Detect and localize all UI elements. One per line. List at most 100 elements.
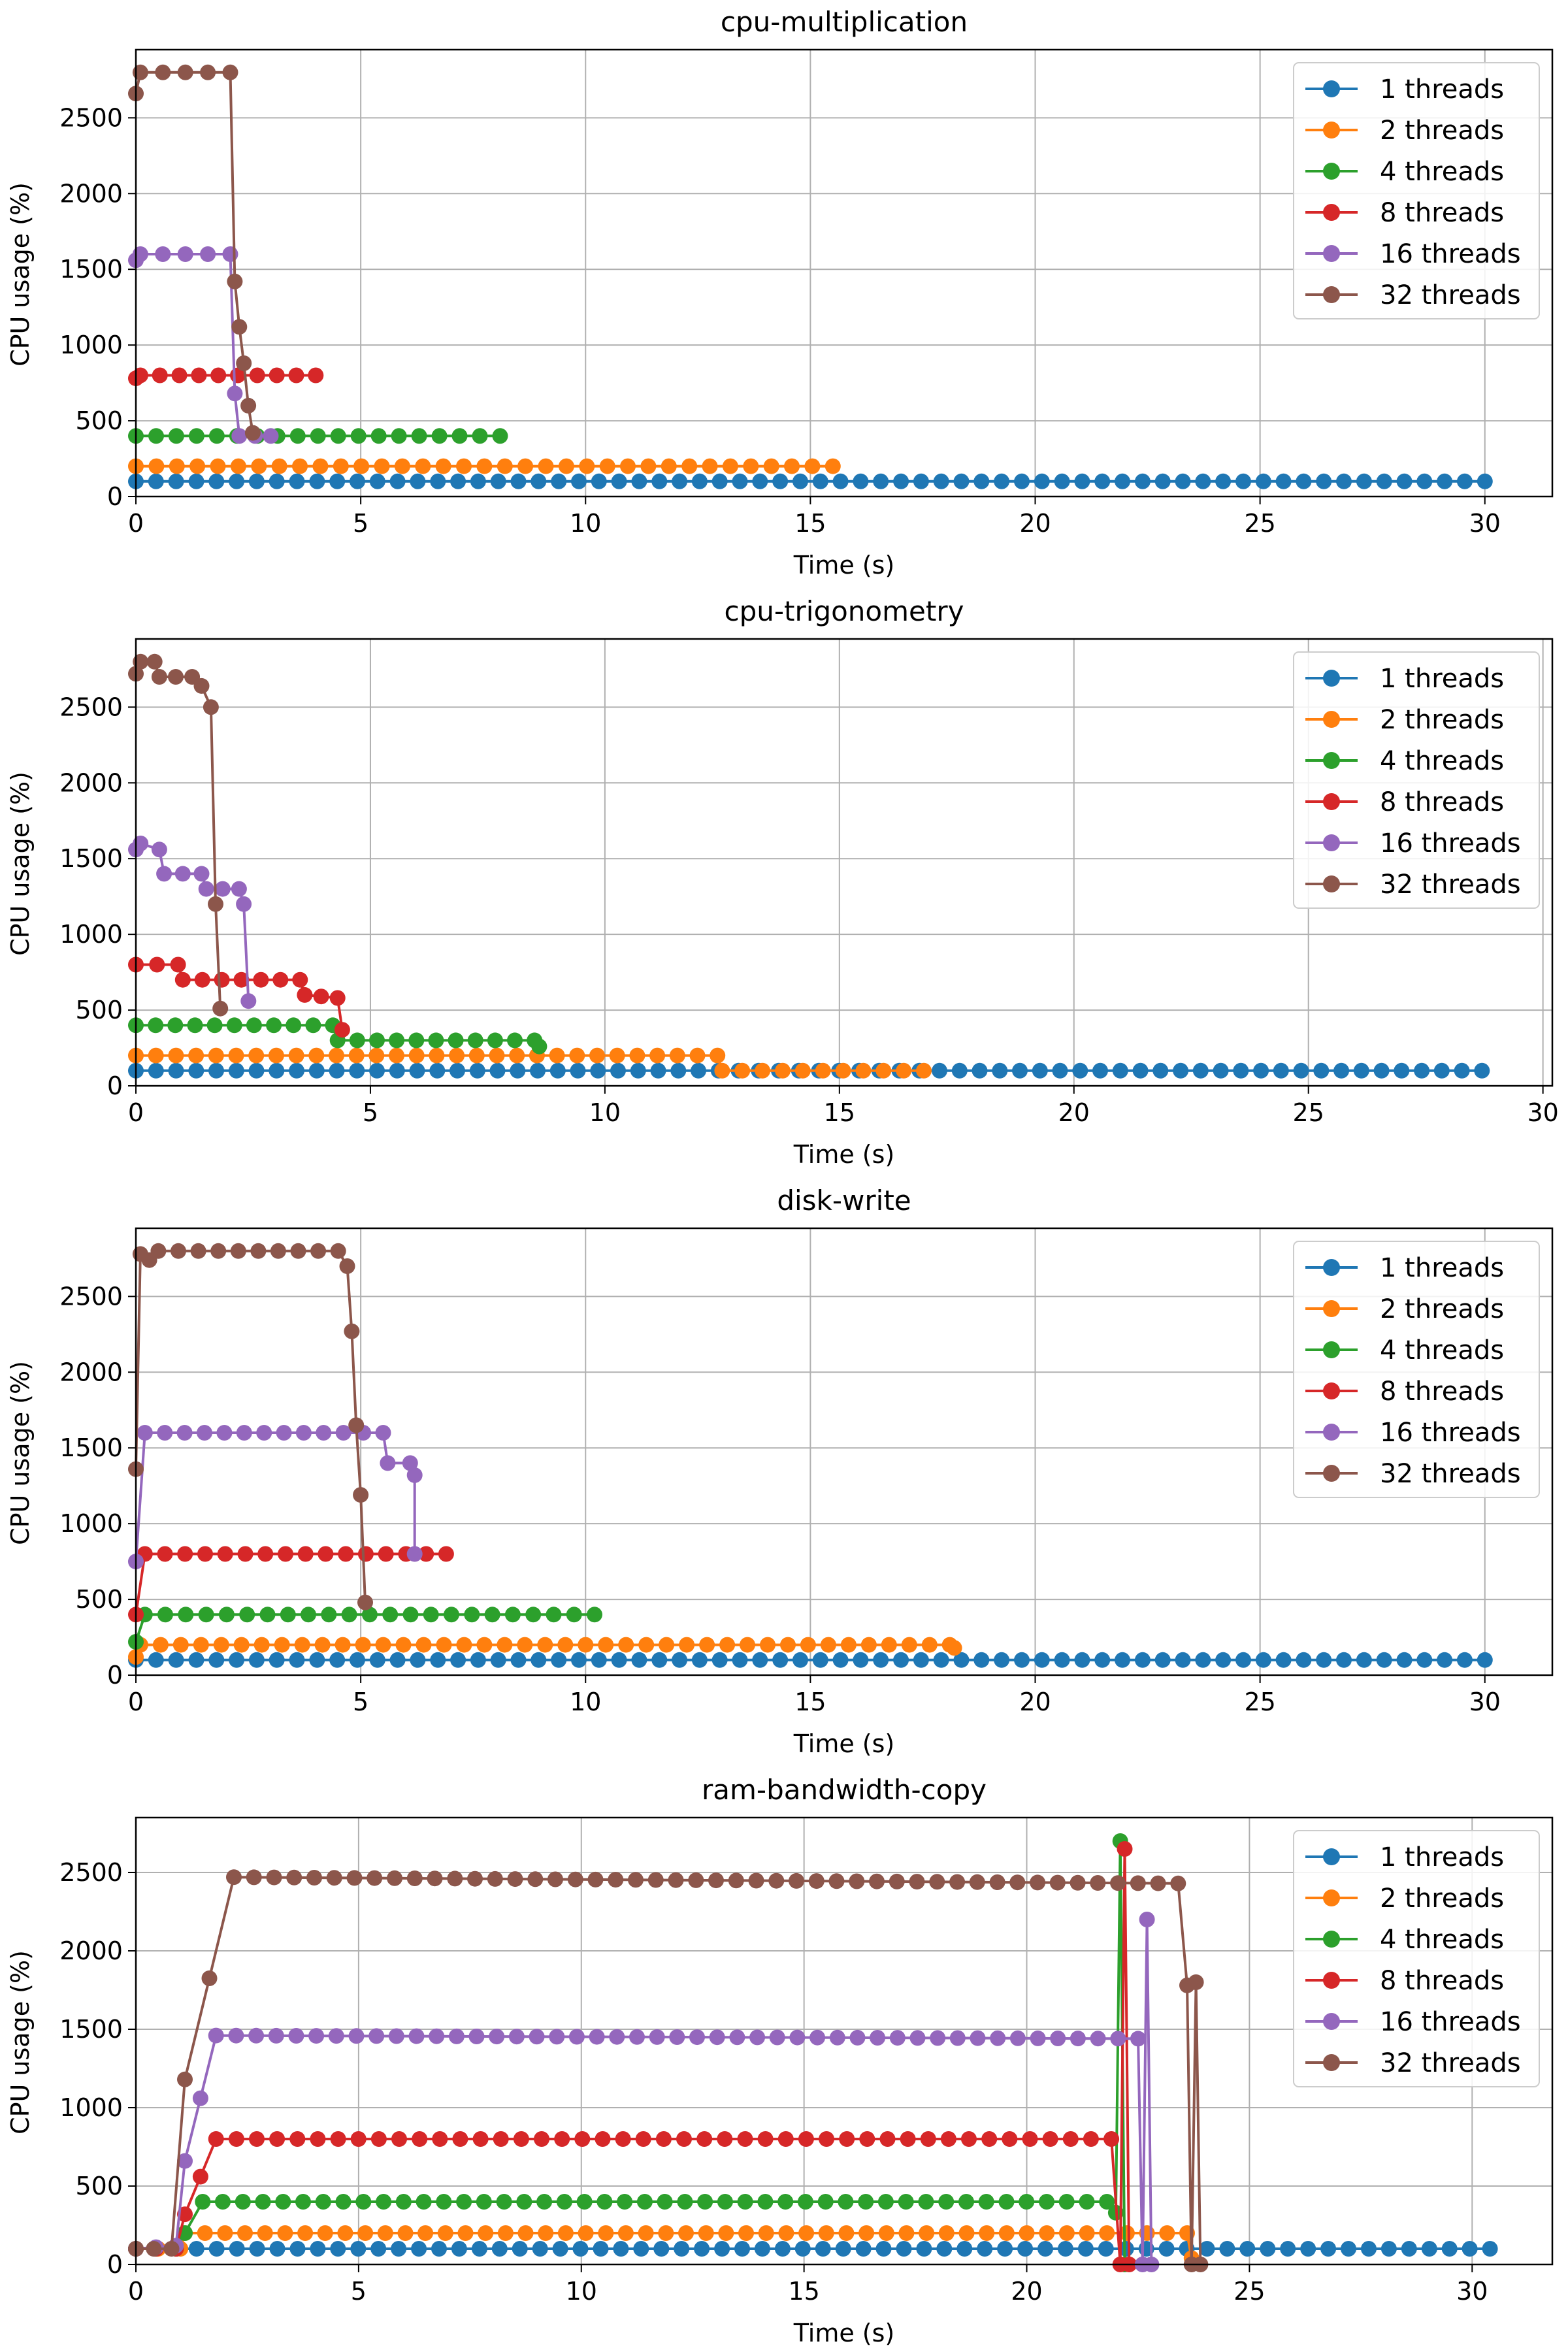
data-point	[858, 2194, 874, 2210]
data-point	[276, 1425, 292, 1441]
data-point	[489, 1047, 505, 1064]
data-point	[970, 2030, 986, 2046]
data-point	[1115, 1652, 1130, 1668]
data-point	[1072, 1062, 1088, 1079]
data-point	[1456, 1652, 1473, 1668]
data-point	[760, 1637, 776, 1653]
data-point	[1474, 1062, 1490, 1079]
x-tick-label: 30	[1527, 1098, 1558, 1127]
data-point	[1482, 2241, 1498, 2257]
data-point	[333, 458, 349, 474]
data-point	[549, 1062, 566, 1079]
data-point	[1421, 2241, 1437, 2257]
data-point	[694, 2241, 710, 2257]
data-point	[255, 2194, 271, 2210]
data-point	[1083, 2131, 1099, 2147]
data-point	[492, 428, 508, 444]
data-point	[981, 2131, 998, 2147]
data-point	[416, 2194, 432, 2210]
data-point	[1356, 1652, 1372, 1668]
x-axis-label: Time (s)	[793, 1729, 895, 1758]
data-point	[574, 2131, 591, 2147]
data-point	[504, 1607, 521, 1623]
data-point	[1150, 1875, 1166, 1891]
data-point	[349, 1032, 365, 1049]
data-point	[452, 2131, 468, 2147]
data-point	[711, 473, 728, 489]
data-point	[215, 2194, 231, 2210]
x-tick-label: 30	[1456, 2277, 1488, 2306]
data-point	[218, 1607, 235, 1623]
data-point	[1195, 1652, 1211, 1668]
data-point	[839, 2131, 855, 2147]
data-point	[1052, 1062, 1068, 1079]
data-point	[450, 473, 466, 489]
data-point	[758, 2225, 774, 2241]
data-point	[151, 669, 167, 685]
data-point	[176, 1425, 193, 1441]
data-point	[487, 1032, 503, 1049]
data-point	[195, 2194, 211, 2210]
data-point	[329, 1047, 344, 1064]
data-point	[870, 2030, 886, 2046]
data-point	[309, 473, 325, 489]
data-point	[228, 1062, 244, 1079]
data-point	[272, 972, 289, 988]
x-tick-label: 30	[1469, 509, 1501, 538]
series-16-threads	[128, 1912, 1160, 2272]
data-point	[150, 1243, 167, 1259]
data-point	[228, 1047, 244, 1064]
data-point	[893, 473, 909, 489]
data-point	[409, 1062, 425, 1079]
data-point	[1154, 1652, 1171, 1668]
data-point	[659, 1637, 675, 1653]
x-tick-label: 0	[128, 1098, 144, 1127]
data-point	[268, 2027, 284, 2044]
data-point	[1099, 2225, 1115, 2241]
data-point	[1062, 2131, 1079, 2147]
data-point	[292, 458, 308, 474]
legend-label: 8 threads	[1380, 1966, 1504, 1996]
data-point	[188, 473, 204, 489]
data-point	[222, 64, 238, 80]
data-point	[714, 2241, 730, 2257]
data-point	[599, 458, 615, 474]
x-axis-label: Time (s)	[793, 551, 895, 580]
data-point	[329, 1062, 345, 1079]
data-point	[769, 2029, 785, 2046]
data-point	[249, 367, 265, 384]
data-point	[901, 1637, 917, 1653]
data-point	[958, 2225, 975, 2241]
data-point	[953, 1652, 970, 1668]
series-4-threads	[128, 1833, 1133, 2272]
data-point	[415, 458, 431, 474]
data-point	[617, 2194, 633, 2210]
data-point	[168, 1652, 184, 1668]
data-point	[973, 1652, 990, 1668]
data-point	[916, 2241, 932, 2257]
data-point	[448, 2028, 465, 2044]
data-point	[230, 458, 246, 474]
data-point	[517, 1637, 533, 1653]
data-point	[587, 1607, 602, 1623]
series-32-threads	[128, 653, 229, 1017]
data-point	[269, 367, 285, 384]
data-point	[412, 2131, 428, 2147]
legend-label: 1 threads	[1380, 1253, 1504, 1283]
data-point	[369, 1062, 385, 1079]
data-point	[1009, 1874, 1026, 1891]
data-point	[448, 1032, 464, 1049]
data-point	[718, 2225, 734, 2241]
data-point	[815, 1062, 831, 1079]
data-point	[1130, 2031, 1146, 2047]
data-point	[763, 458, 779, 474]
data-point	[977, 2241, 993, 2257]
data-point	[994, 1652, 1010, 1668]
data-point	[490, 473, 506, 489]
data-point	[896, 1062, 912, 1079]
data-point	[235, 2194, 251, 2210]
data-point	[146, 2241, 162, 2257]
data-point	[628, 1872, 644, 1888]
data-point	[329, 990, 346, 1006]
data-point	[339, 1258, 355, 1274]
